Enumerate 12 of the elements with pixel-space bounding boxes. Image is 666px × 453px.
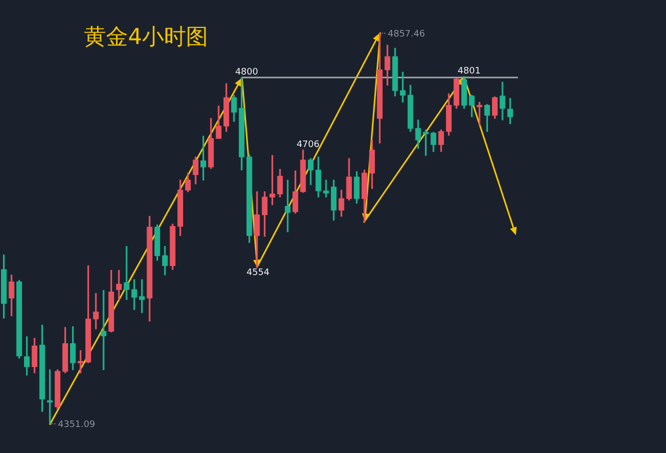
candlestick — [139, 279, 145, 314]
candlestick — [78, 350, 84, 374]
candlestick — [323, 180, 329, 198]
candlestick — [100, 290, 106, 370]
annotation: 4800 — [235, 67, 258, 78]
annotation: 4801 — [458, 66, 481, 77]
annotation: 4706 — [296, 140, 320, 150]
annotation: 4351.09 — [58, 420, 96, 430]
annotation: 4554 — [246, 268, 270, 278]
annotation: 4857.46 — [388, 30, 426, 40]
candlestick — [476, 102, 482, 126]
chart-title: 黄金4小时图 — [84, 25, 208, 50]
